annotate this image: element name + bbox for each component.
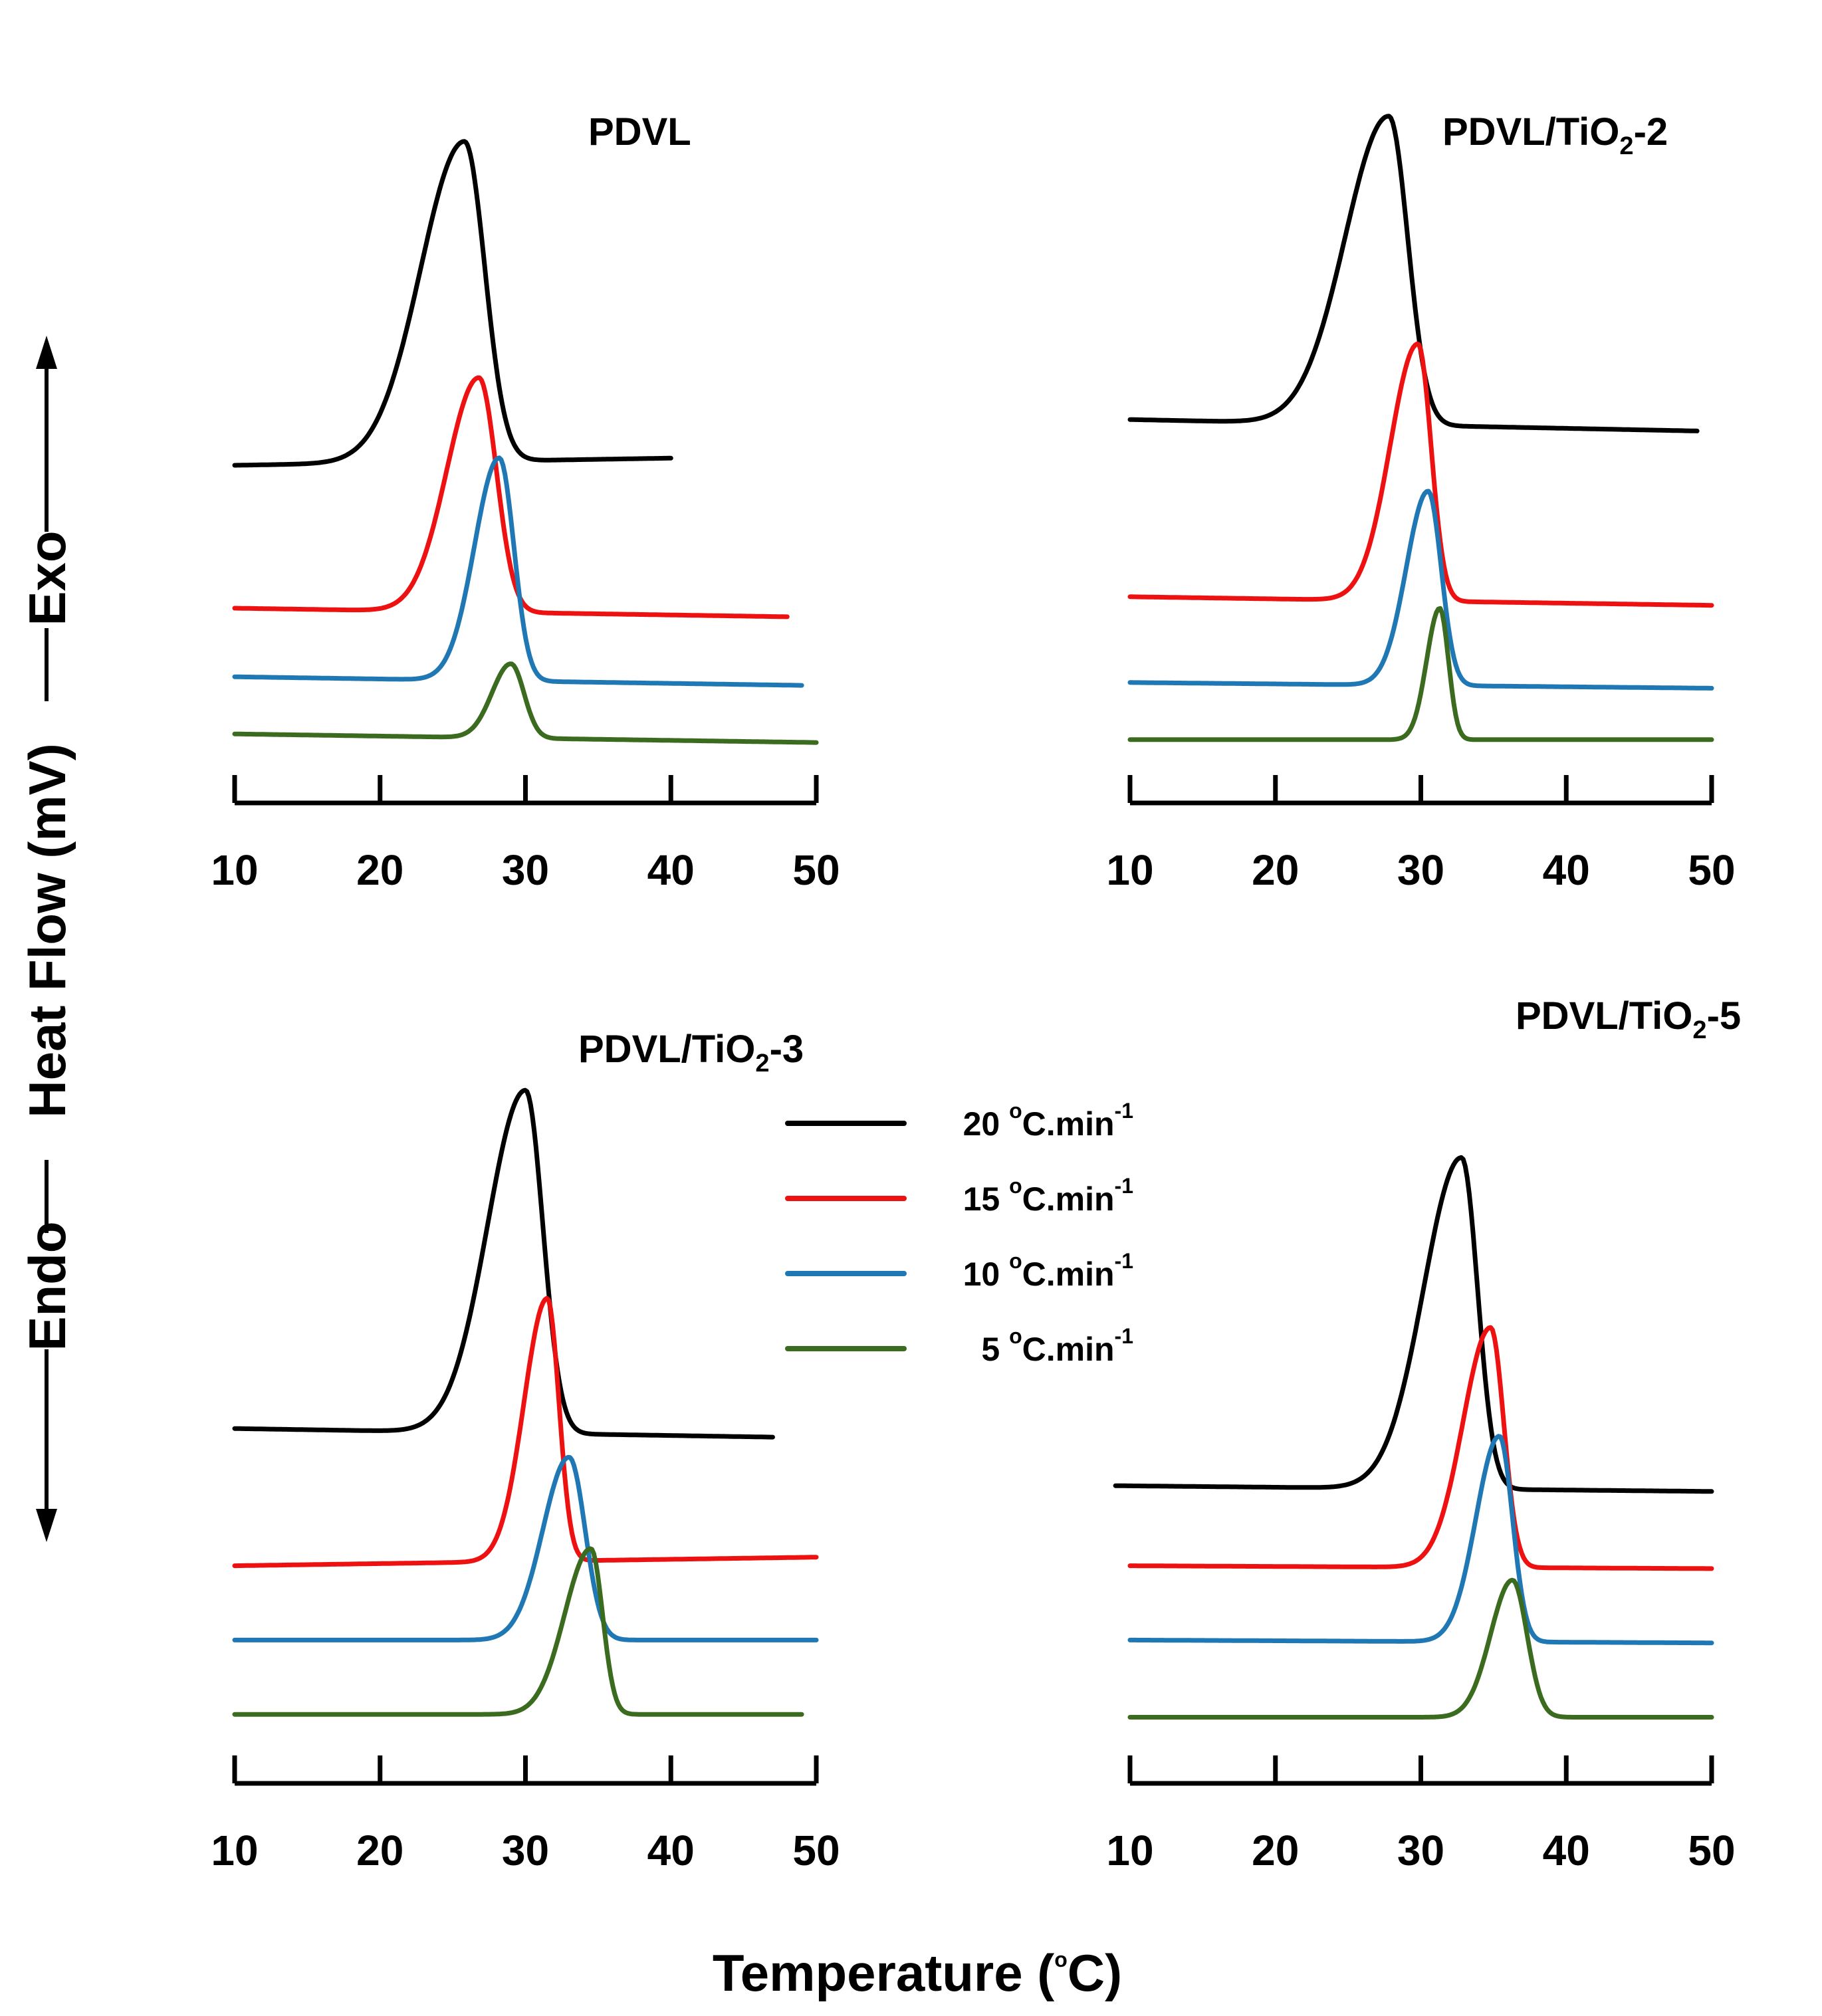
curve-15-c-per-min [1127, 341, 1714, 608]
x-tick-label-30: 30 [502, 846, 549, 894]
legend-unit: C.min [1022, 1331, 1115, 1368]
x-axis-title-degree: o [1054, 1948, 1068, 1971]
endo-arrow-head [36, 1509, 57, 1542]
panel-pdvl: PDVL 10 20 30 40 50 [211, 110, 840, 894]
x-tick-label-50: 50 [1688, 846, 1735, 894]
x-tick-label-40: 40 [1543, 846, 1590, 894]
curve-10-c-per-min [232, 1454, 819, 1642]
x-tick-label-30: 30 [1397, 1827, 1444, 1874]
curve-20-c-per-min [232, 1087, 775, 1440]
curve-20-c-per-min [232, 139, 673, 468]
panel-title-subscript: 2 [1692, 1016, 1706, 1044]
legend-value: 5 [981, 1331, 1009, 1368]
x-tick-label-20: 20 [356, 1827, 403, 1874]
legend-label-15: 15 oC.min-1 [963, 1174, 1133, 1218]
panel-title-main: PDVL [588, 110, 691, 154]
x-axis-title: Temperature (oC) [713, 1944, 1122, 2002]
x-tick-label-20: 20 [1252, 846, 1299, 894]
panel-title-suffix: -2 [1634, 110, 1668, 154]
x-axis-title-prefix: Temperature ( [713, 1944, 1054, 2002]
legend-label-20: 20 oC.min-1 [963, 1099, 1133, 1143]
x-tick-label-10: 10 [211, 1827, 258, 1874]
legend: 20 oC.min-115 oC.min-110 oC.min-15 oC.mi… [785, 1099, 1133, 1368]
curve-5-c-per-min [232, 661, 819, 745]
legend-exponent: -1 [1115, 1249, 1133, 1273]
y-label-main: Heat Flow (mV) [18, 743, 76, 1117]
curve-5-c-per-min [1127, 1577, 1714, 1720]
legend-label-5: 5 oC.min-1 [981, 1324, 1133, 1368]
legend-label-10: 10 oC.min-1 [963, 1249, 1133, 1293]
curve-20-c-per-min [1127, 114, 1700, 433]
panel-title-main: PDVL/TiO [1516, 994, 1692, 1038]
legend-degree: o [1009, 1099, 1022, 1123]
legend-exponent: -1 [1115, 1099, 1133, 1123]
legend-value: 10 [963, 1256, 1010, 1293]
legend-degree: o [1009, 1174, 1022, 1198]
y-axis-title-group: Exo Heat Flow (mV) Endo [18, 336, 76, 1542]
legend-exponent: -1 [1115, 1324, 1133, 1348]
curve-15-c-per-min [232, 1295, 819, 1569]
x-tick-label-50: 50 [792, 846, 840, 894]
legend-degree: o [1009, 1249, 1022, 1273]
legend-value: 15 [963, 1180, 1010, 1218]
curve-5-c-per-min [1127, 606, 1714, 742]
legend-exponent: -1 [1115, 1174, 1133, 1198]
panel-pdvl-tio2-5: PDVL/TiO2-5 10 20 30 40 50 [1106, 994, 1741, 1874]
curve-15-c-per-min [232, 375, 790, 619]
curve-10-c-per-min [232, 455, 804, 688]
x-tick-label-40: 40 [647, 1827, 695, 1874]
y-label-exo: Exo [18, 530, 76, 625]
panel-title-suffix: -3 [770, 1028, 804, 1071]
y-label-endo: Endo [18, 1222, 76, 1351]
legend-degree: o [1009, 1324, 1022, 1348]
panel-title: PDVL [588, 110, 691, 154]
x-tick-label-20: 20 [356, 846, 403, 894]
panel-title: PDVL/TiO2-3 [578, 1028, 804, 1077]
panel-title-subscript: 2 [1619, 132, 1633, 160]
panel-title-subscript: 2 [755, 1050, 769, 1077]
x-tick-label-10: 10 [211, 846, 258, 894]
panel-title-main: PDVL/TiO [1442, 110, 1619, 154]
x-tick-label-40: 40 [1543, 1827, 1590, 1874]
x-tick-label-40: 40 [647, 846, 695, 894]
curve-15-c-per-min [1127, 1325, 1714, 1571]
x-tick-label-30: 30 [1397, 846, 1444, 894]
panel-pdvl-tio2-3: PDVL/TiO2-3 10 20 30 40 50 [211, 1028, 840, 1874]
panel-pdvl-tio2-2: PDVL/TiO2-2 10 20 30 40 50 [1106, 110, 1735, 894]
panel-title-main: PDVL/TiO [578, 1028, 755, 1071]
x-tick-label-30: 30 [502, 1827, 549, 1874]
legend-unit: C.min [1022, 1256, 1115, 1293]
x-tick-label-50: 50 [1688, 1827, 1735, 1874]
x-tick-label-10: 10 [1106, 846, 1153, 894]
panel-title-suffix: -5 [1707, 994, 1742, 1038]
x-axis-title-suffix: C) [1068, 1944, 1122, 2002]
panel-title: PDVL/TiO2-2 [1442, 110, 1668, 160]
legend-unit: C.min [1022, 1105, 1115, 1143]
curve-5-c-per-min [232, 1546, 804, 1717]
curve-20-c-per-min [1113, 1155, 1714, 1494]
panel-title: PDVL/TiO2-5 [1516, 994, 1741, 1044]
x-tick-label-10: 10 [1106, 1827, 1153, 1874]
x-tick-label-20: 20 [1252, 1827, 1299, 1874]
legend-value: 20 [963, 1105, 1010, 1143]
legend-unit: C.min [1022, 1180, 1115, 1218]
exo-arrow-head [36, 336, 57, 369]
curve-10-c-per-min [1127, 1434, 1714, 1646]
x-tick-label-50: 50 [792, 1827, 840, 1874]
curve-10-c-per-min [1127, 489, 1714, 691]
